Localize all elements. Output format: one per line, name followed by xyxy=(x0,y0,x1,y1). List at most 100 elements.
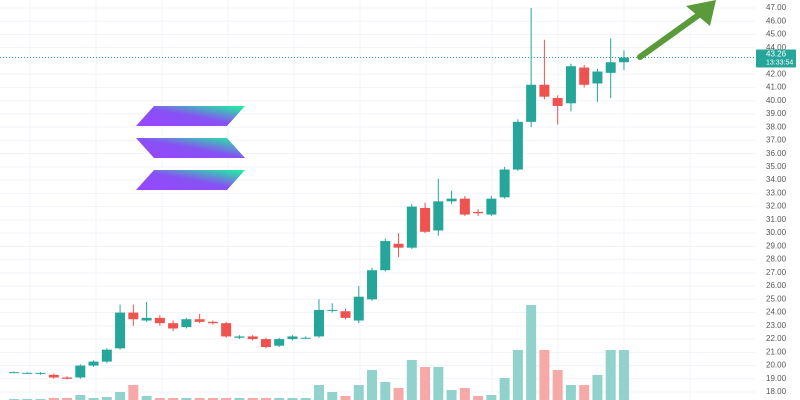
candle-body xyxy=(446,198,457,202)
candle-body xyxy=(433,201,444,231)
candle-body xyxy=(88,361,99,366)
y-tick-label: 46.00 xyxy=(766,16,787,25)
candle-body xyxy=(353,296,364,321)
volume-bar xyxy=(88,398,99,400)
candle-body xyxy=(459,198,470,215)
candle-body xyxy=(75,365,86,378)
grid xyxy=(0,0,755,400)
y-tick-label: 23.00 xyxy=(766,321,787,330)
volume-bar xyxy=(406,360,417,400)
volume-layer xyxy=(9,305,629,400)
volume-bar xyxy=(565,385,576,400)
volume-bar xyxy=(393,388,404,400)
volume-bar xyxy=(592,375,603,400)
candle-body xyxy=(22,372,33,374)
last-price-label: 43.26 xyxy=(766,50,787,59)
candle-body xyxy=(194,319,205,322)
volume-bar xyxy=(75,395,86,400)
volume-bar xyxy=(579,385,590,400)
y-tick-label: 44.00 xyxy=(766,43,787,52)
candle-body xyxy=(101,349,112,362)
candle-body xyxy=(154,317,165,324)
volume-bar xyxy=(115,392,126,400)
volume-bar xyxy=(420,367,431,400)
y-tick-label: 35.00 xyxy=(766,162,787,171)
candle-body xyxy=(420,207,431,232)
volume-bar xyxy=(473,396,484,400)
candle-body xyxy=(234,336,245,338)
candle-body xyxy=(367,270,378,300)
volume-bar xyxy=(433,367,444,400)
countdown-label: 13:33:54 xyxy=(766,59,793,66)
candle-body xyxy=(539,84,550,97)
volume-bar xyxy=(327,392,338,400)
volume-bar xyxy=(62,398,73,400)
candle-body xyxy=(512,121,523,170)
candle-body xyxy=(486,198,497,215)
candle-body xyxy=(300,337,311,339)
volume-bar xyxy=(539,350,550,400)
price-axis: 18.00 19.00 20.00 21.00 22.00 23.00 24.00 25.00… xyxy=(756,3,796,396)
y-tick-label: 20.00 xyxy=(766,361,787,370)
y-tick-label: 47.00 xyxy=(766,3,787,12)
y-tick-label: 28.00 xyxy=(766,255,787,264)
volume-bar xyxy=(194,398,205,400)
y-tick-label: 25.00 xyxy=(766,294,787,303)
volume-bar xyxy=(526,305,537,400)
y-tick-label: 18.00 xyxy=(766,387,787,396)
volume-bar xyxy=(154,398,165,400)
candle-body xyxy=(380,241,391,271)
candle-body xyxy=(260,339,271,348)
volume-bar xyxy=(247,398,258,400)
candle-body xyxy=(313,309,324,337)
y-tick-label: 32.00 xyxy=(766,202,787,211)
y-tick-label: 37.00 xyxy=(766,136,787,145)
candle-body xyxy=(221,323,232,337)
volume-bar xyxy=(234,398,245,400)
candle-body xyxy=(128,312,139,320)
volume-bar xyxy=(313,385,324,400)
y-tick-label: 24.00 xyxy=(766,308,787,317)
volume-bar xyxy=(353,385,364,400)
candle-body xyxy=(526,84,537,122)
y-tick-label: 40.00 xyxy=(766,96,787,105)
candle-body xyxy=(579,67,590,85)
candle-body xyxy=(618,57,629,63)
trend-arrow xyxy=(637,0,716,60)
volume-bar xyxy=(141,396,152,400)
y-tick-label: 21.00 xyxy=(766,347,787,356)
y-tick-label: 31.00 xyxy=(766,215,787,224)
volume-bar xyxy=(618,350,629,400)
volume-bar xyxy=(221,398,232,400)
y-tick-label: 29.00 xyxy=(766,241,787,250)
candle-body xyxy=(274,339,285,346)
volume-bar xyxy=(48,398,59,400)
candle-body xyxy=(605,62,616,73)
candle-body xyxy=(565,66,576,104)
candle-body xyxy=(168,323,179,329)
volume-bar xyxy=(260,398,271,400)
volume-bar xyxy=(367,370,378,400)
volume-bar xyxy=(446,390,457,400)
arrow-head xyxy=(686,0,716,26)
candle-body xyxy=(473,211,484,214)
volume-bar xyxy=(605,350,616,400)
y-tick-label: 33.00 xyxy=(766,188,787,197)
volume-bar xyxy=(512,350,523,400)
candle-body xyxy=(207,321,218,324)
candle-layer xyxy=(0,7,755,380)
candle-body xyxy=(35,372,46,374)
y-tick-label: 41.00 xyxy=(766,83,787,92)
y-tick-label: 38.00 xyxy=(766,122,787,131)
volume-bar xyxy=(380,382,391,400)
volume-bar xyxy=(499,378,510,400)
volume-bar xyxy=(207,398,218,400)
y-tick-label: 42.00 xyxy=(766,69,787,78)
volume-bar xyxy=(128,385,139,400)
y-tick-label: 27.00 xyxy=(766,268,787,277)
volume-bar xyxy=(300,398,311,400)
candle-body xyxy=(181,319,192,328)
candle-body xyxy=(115,312,126,349)
y-tick-label: 39.00 xyxy=(766,109,787,118)
